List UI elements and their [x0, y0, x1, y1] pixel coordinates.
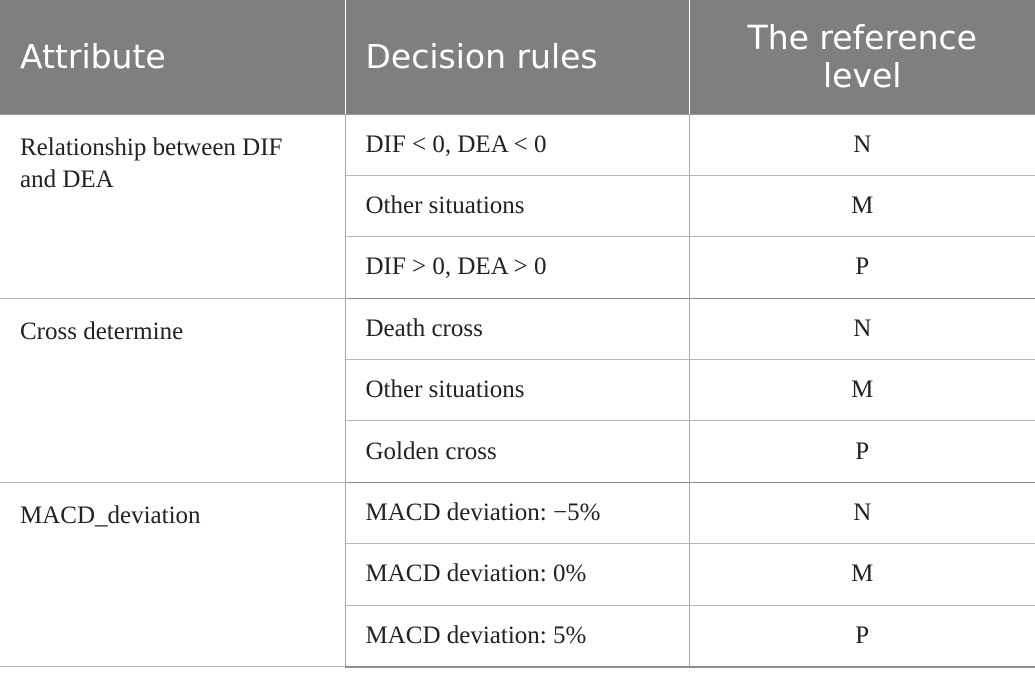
rule-cell: MACD deviation: 0%	[345, 543, 690, 606]
rule-cell: MACD deviation: −5%	[345, 482, 690, 545]
level-cell: N	[689, 482, 1035, 545]
level-cell: M	[689, 175, 1035, 238]
level-cell: M	[689, 359, 1035, 422]
table-row: DIF > 0, DEA > 0 P	[0, 236, 1035, 299]
table-row: MACD_deviation MACD deviation: −5% N	[0, 482, 1035, 668]
attribute-cell: MACD_deviation	[0, 482, 346, 668]
rule-cell: Golden cross	[345, 420, 690, 483]
table-row: Relationship between DIF and DEA DIF < 0…	[0, 114, 1035, 299]
rule-cell: MACD deviation: 5%	[345, 605, 690, 668]
rule-cell: DIF > 0, DEA > 0	[345, 236, 690, 299]
rule-cell: Other situations	[345, 175, 690, 238]
table-body: Relationship between DIF and DEA DIF < 0…	[0, 114, 1035, 668]
attribute-cell: Relationship between DIF and DEA	[0, 114, 346, 299]
rule-cell: Death cross	[345, 298, 690, 361]
rule-cell: Other situations	[345, 359, 690, 422]
level-cell: M	[689, 543, 1035, 606]
table-header: Attribute Decision rules The reference l…	[0, 0, 1035, 115]
table-row: Other situations M	[0, 175, 1035, 238]
table-row: MACD deviation: 0% M	[0, 543, 1035, 606]
level-cell: P	[689, 605, 1035, 668]
header-attribute: Attribute	[0, 0, 346, 115]
header-decision-rules: Decision rules	[345, 0, 690, 115]
level-cell: P	[689, 236, 1035, 299]
decision-rules-table: Attribute Decision rules The reference l…	[0, 0, 1035, 668]
table-row: Other situations M	[0, 359, 1035, 422]
table-row: Cross determine Death cross N	[0, 298, 1035, 483]
rule-cell: DIF < 0, DEA < 0	[345, 114, 690, 176]
level-cell: P	[689, 420, 1035, 483]
attribute-cell: Cross determine	[0, 298, 346, 483]
level-cell: N	[689, 298, 1035, 361]
header-row: Attribute Decision rules The reference l…	[0, 0, 1035, 115]
table-row: MACD deviation: 5% P	[0, 605, 1035, 668]
header-reference-level: The reference level	[689, 0, 1035, 115]
table-row: Golden cross P	[0, 420, 1035, 483]
level-cell: N	[689, 114, 1035, 176]
